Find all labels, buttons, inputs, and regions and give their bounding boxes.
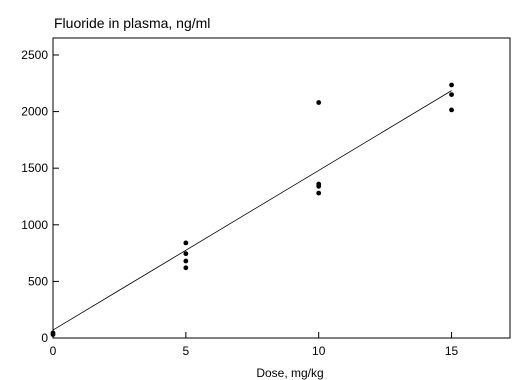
y-axis: 0 500 1000 1500 2000 2500	[21, 48, 59, 345]
data-point	[449, 107, 454, 113]
data-point	[316, 183, 322, 189]
data-point	[183, 251, 189, 257]
data-points	[50, 82, 454, 338]
x-tick-label: 15	[445, 344, 459, 358]
x-axis-label: Dose, mg/kg	[256, 366, 323, 380]
data-point	[50, 330, 56, 336]
data-point	[449, 92, 454, 98]
x-axis: 0 5 10 15	[50, 332, 459, 358]
data-point	[183, 258, 189, 264]
data-point	[316, 190, 322, 196]
plot-frame	[52, 37, 511, 339]
data-point	[183, 265, 189, 271]
y-tick-label: 1000	[21, 218, 48, 232]
chart-title: Fluoride in plasma, ng/ml	[54, 15, 210, 31]
y-tick-label: 0	[41, 331, 48, 345]
regression-line	[52, 90, 452, 331]
data-point	[316, 100, 322, 105]
x-tick-label: 5	[183, 344, 190, 358]
y-tick-label: 1500	[21, 161, 48, 175]
data-point	[183, 240, 189, 246]
y-tick-label: 500	[28, 274, 48, 288]
x-tick-label: 10	[312, 344, 326, 358]
y-tick-label: 2500	[21, 48, 48, 62]
data-point	[449, 82, 454, 88]
y-tick-label: 2000	[21, 105, 48, 119]
x-tick-label: 0	[50, 344, 57, 358]
